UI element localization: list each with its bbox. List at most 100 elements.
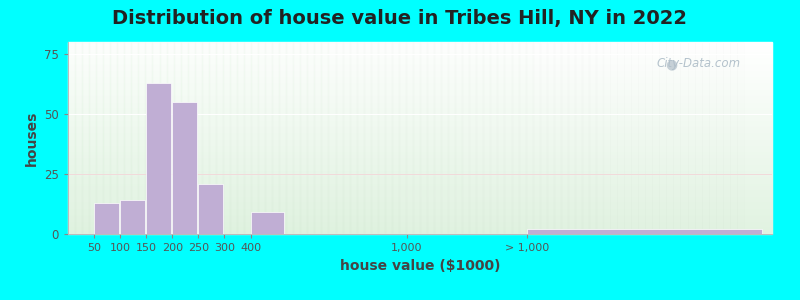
Bar xyxy=(68,210,772,211)
Bar xyxy=(68,166,772,167)
Bar xyxy=(294,42,300,234)
Bar xyxy=(68,83,772,84)
Bar xyxy=(68,47,772,48)
Bar xyxy=(68,137,772,138)
Bar xyxy=(68,227,772,228)
Bar xyxy=(498,42,505,234)
Bar xyxy=(68,231,772,232)
Bar xyxy=(68,162,772,163)
Bar xyxy=(434,42,441,234)
Bar xyxy=(687,42,694,234)
Bar xyxy=(68,140,772,141)
Bar xyxy=(68,145,772,146)
Bar xyxy=(357,42,364,234)
Bar xyxy=(68,178,772,179)
Bar xyxy=(68,144,772,145)
Bar xyxy=(68,190,772,191)
Bar xyxy=(329,42,335,234)
Bar xyxy=(546,42,554,234)
Bar xyxy=(68,113,772,114)
Bar xyxy=(68,226,772,227)
Bar xyxy=(202,42,209,234)
Bar xyxy=(68,161,772,162)
Bar xyxy=(378,42,385,234)
Bar xyxy=(68,55,772,56)
Bar xyxy=(166,42,174,234)
Bar xyxy=(68,42,75,234)
Bar xyxy=(68,131,772,132)
Bar xyxy=(68,135,772,136)
Bar xyxy=(751,42,758,234)
Bar xyxy=(68,109,772,110)
Bar xyxy=(68,213,772,214)
Bar xyxy=(250,212,285,234)
Bar xyxy=(68,107,772,108)
Bar xyxy=(575,42,582,234)
Bar xyxy=(364,42,370,234)
Bar xyxy=(68,192,772,193)
Bar xyxy=(68,71,772,72)
Bar xyxy=(68,154,772,155)
Bar xyxy=(146,42,153,234)
Bar xyxy=(68,141,772,142)
Bar xyxy=(68,115,772,116)
Bar xyxy=(68,169,772,170)
Bar xyxy=(68,230,772,231)
Bar xyxy=(765,42,772,234)
Bar xyxy=(68,63,772,64)
Bar xyxy=(68,201,772,202)
Bar xyxy=(146,83,171,234)
Bar xyxy=(68,87,772,88)
Bar xyxy=(399,42,406,234)
Bar xyxy=(582,42,589,234)
Bar xyxy=(68,114,772,115)
Bar xyxy=(554,42,561,234)
Bar xyxy=(68,48,772,49)
Bar xyxy=(68,112,772,113)
Bar xyxy=(153,42,159,234)
Bar xyxy=(652,42,659,234)
Bar xyxy=(68,147,772,148)
Bar xyxy=(124,42,131,234)
Bar xyxy=(300,42,307,234)
Bar xyxy=(68,228,772,229)
Bar xyxy=(68,125,772,127)
Bar xyxy=(251,42,258,234)
Bar xyxy=(674,42,681,234)
Bar xyxy=(96,42,103,234)
Bar xyxy=(617,42,624,234)
Bar xyxy=(286,42,294,234)
Bar xyxy=(533,42,540,234)
Bar xyxy=(68,96,772,97)
Bar xyxy=(68,179,772,180)
Bar xyxy=(68,176,772,177)
Bar xyxy=(82,42,89,234)
Bar xyxy=(68,100,772,101)
Bar xyxy=(68,186,772,187)
Bar xyxy=(68,218,772,219)
Text: Distribution of house value in Tribes Hill, NY in 2022: Distribution of house value in Tribes Hi… xyxy=(113,9,687,28)
Bar xyxy=(638,42,646,234)
Bar xyxy=(68,167,772,168)
Bar xyxy=(455,42,462,234)
Bar xyxy=(68,70,772,71)
Bar xyxy=(68,93,772,94)
Bar xyxy=(462,42,470,234)
Bar xyxy=(709,42,716,234)
Bar xyxy=(68,117,772,118)
Bar xyxy=(68,97,772,98)
Bar xyxy=(68,116,772,117)
Bar xyxy=(68,138,772,139)
Bar xyxy=(68,120,772,121)
Bar xyxy=(68,50,772,51)
Bar xyxy=(272,42,279,234)
Bar xyxy=(68,214,772,215)
Bar xyxy=(68,60,772,61)
Bar xyxy=(68,61,772,62)
Bar xyxy=(68,86,772,87)
Bar xyxy=(68,69,772,70)
Bar xyxy=(68,92,772,93)
Bar xyxy=(68,84,772,85)
Bar xyxy=(68,202,772,203)
Bar xyxy=(68,203,772,204)
